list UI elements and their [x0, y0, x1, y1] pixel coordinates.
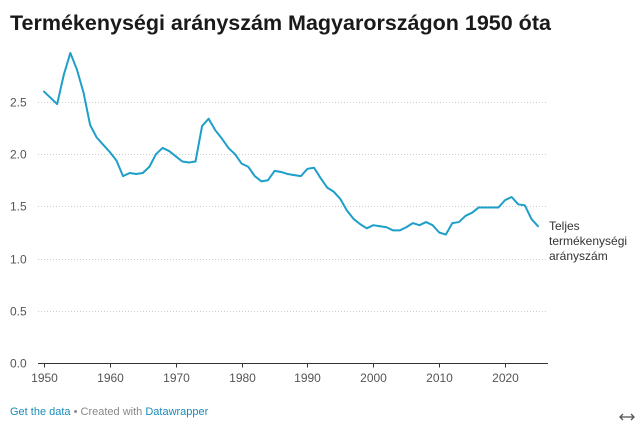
- y-axis: 0.0 0.5 1.0 1.5 2.0 2.5: [10, 96, 27, 371]
- y-tick-label: 1.5: [10, 200, 27, 214]
- x-tick-label: 1990: [294, 371, 321, 385]
- datawrapper-link[interactable]: Datawrapper: [145, 406, 209, 418]
- x-tick-label: 1960: [97, 371, 124, 385]
- x-tick-label: 1980: [229, 371, 256, 385]
- x-tick-label: 1970: [163, 371, 190, 385]
- y-tick-label: 0.0: [10, 357, 27, 371]
- series-line-0: [43, 51, 539, 236]
- footer-separator: • Created with: [70, 406, 146, 418]
- y-tick-label: 2.5: [10, 96, 27, 110]
- y-tick-label: 2.0: [10, 148, 27, 162]
- gridlines: [38, 102, 548, 312]
- y-tick-label: 1.0: [10, 253, 27, 267]
- x-axis: 1950 1960 1970 1980 1990 2000 2010 2020: [31, 363, 548, 385]
- chart-footer: Get the data • Created with Datawrapper: [10, 404, 208, 420]
- get-the-data-link[interactable]: Get the data: [10, 406, 71, 418]
- horizontal-double-arrow-icon[interactable]: [618, 410, 636, 422]
- line-chart: 0.0 0.5 1.0 1.5 2.0 2.5 1950 1960 1970 1980 1990 20…: [10, 51, 548, 385]
- x-tick-label: 1950: [31, 371, 58, 385]
- chart-title: Termékenységi arányszám Magyarországon 1…: [10, 11, 551, 35]
- series-direct-label: Teljes termékenységi arányszám: [549, 219, 628, 263]
- x-tick-label: 2010: [426, 371, 453, 385]
- y-tick-label: 0.5: [10, 305, 27, 319]
- x-tick-label: 2020: [492, 371, 519, 385]
- x-tick-label: 2000: [360, 371, 387, 385]
